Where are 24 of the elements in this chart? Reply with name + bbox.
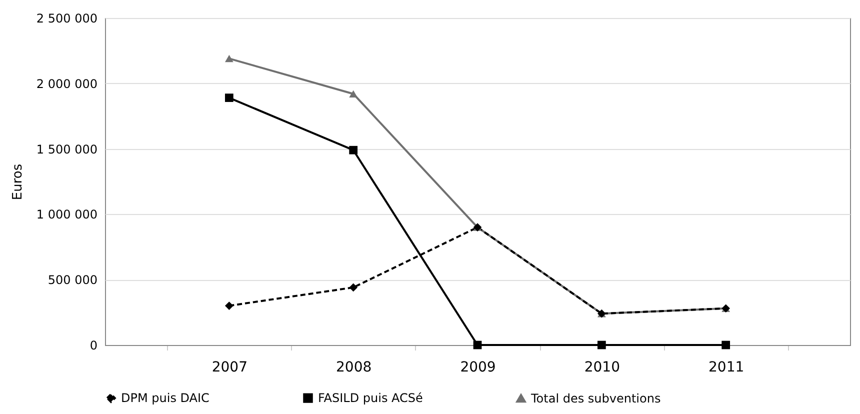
legend-label: DPM puis DAIC	[121, 391, 210, 406]
legend-label: FASILD puis ACSé	[318, 391, 423, 406]
point	[224, 54, 234, 62]
x-tick-label: 2011	[708, 360, 744, 376]
point	[224, 302, 234, 310]
point	[597, 340, 606, 350]
y-tick-label: 500 000	[48, 273, 98, 288]
point	[722, 340, 730, 350]
x-tick-label: 2010	[584, 360, 620, 376]
y-axis-title: Euros	[10, 164, 26, 200]
y-tick-label: 1 000 000	[36, 208, 98, 222]
point	[473, 340, 482, 350]
x-tick-label: 2009	[460, 360, 496, 376]
x-tick-label: 2008	[336, 360, 372, 376]
x-tick-label: 2007	[212, 360, 248, 376]
y-tick-label: 2 000 000	[36, 76, 98, 91]
point	[349, 146, 358, 154]
point	[349, 90, 358, 98]
legend-label: Total des subventions	[530, 391, 661, 406]
point	[349, 283, 358, 292]
y-tick-label: 1 500 000	[36, 142, 98, 156]
y-tick-label: 0	[90, 338, 98, 352]
point	[224, 94, 234, 102]
y-tick-label: 2 500 000	[36, 12, 98, 26]
